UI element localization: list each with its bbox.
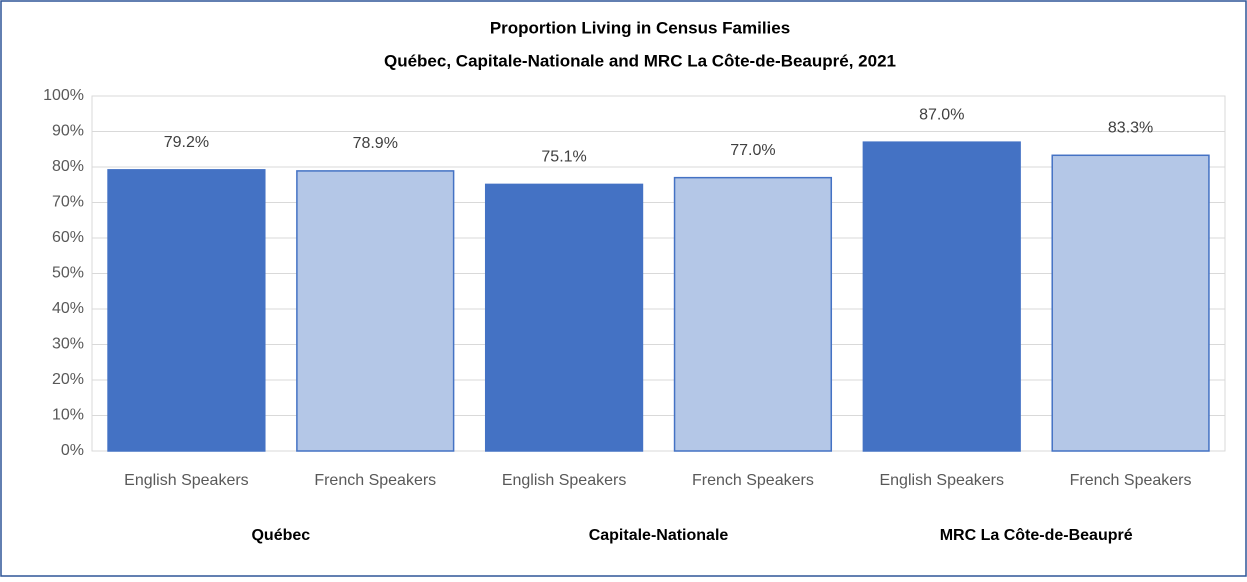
value-label: 79.2% — [164, 134, 209, 151]
y-tick-label: 100% — [43, 87, 84, 104]
x-tick-label: English Speakers — [502, 472, 627, 489]
value-label: 83.3% — [1108, 120, 1153, 137]
group-label: MRC La Côte-de-Beaupré — [940, 527, 1133, 544]
x-tick-label: English Speakers — [124, 472, 249, 489]
y-tick-label: 70% — [52, 194, 84, 211]
bar — [107, 169, 266, 452]
x-tick-label: English Speakers — [879, 472, 1004, 489]
bar — [1051, 154, 1210, 452]
y-tick-label: 80% — [52, 158, 84, 175]
y-tick-label: 90% — [52, 123, 84, 140]
bar — [673, 176, 833, 452]
value-label: 77.0% — [730, 142, 775, 159]
y-tick-label: 10% — [52, 407, 84, 424]
group-label: Québec — [251, 527, 310, 544]
value-label: 87.0% — [919, 106, 964, 123]
bar — [862, 141, 1021, 452]
group-label: Capitale-Nationale — [589, 527, 729, 544]
x-tick-label: French Speakers — [314, 472, 436, 489]
chart-title: Proportion Living in Census Families — [490, 18, 790, 37]
y-tick-label: 60% — [52, 229, 84, 246]
chart-subtitle: Québec, Capitale-Nationale and MRC La Cô… — [384, 51, 896, 70]
y-tick-label: 30% — [52, 336, 84, 353]
value-label: 75.1% — [541, 149, 586, 166]
y-tick-label: 50% — [52, 265, 84, 282]
bar — [484, 183, 644, 452]
y-tick-label: 40% — [52, 300, 84, 317]
x-tick-label: French Speakers — [1070, 472, 1192, 489]
y-tick-label: 20% — [52, 371, 84, 388]
value-label: 78.9% — [353, 135, 398, 152]
x-tick-label: French Speakers — [692, 472, 814, 489]
y-tick-label: 0% — [61, 442, 84, 459]
bar — [296, 170, 455, 452]
